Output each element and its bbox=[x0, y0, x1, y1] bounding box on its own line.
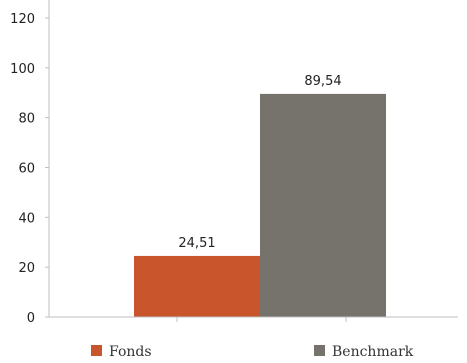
x-axis-ticks bbox=[176, 317, 347, 322]
data-label-fonds: 24,51 bbox=[178, 236, 215, 251]
legend-swatch-benchmark bbox=[314, 345, 325, 356]
bar-fonds bbox=[134, 255, 260, 317]
y-tick-label: 0 bbox=[27, 311, 35, 326]
y-tick-label: 80 bbox=[18, 112, 35, 127]
y-tick-label: 40 bbox=[18, 211, 35, 226]
y-axis-ticks: 0 20 40 60 80 100 120 bbox=[10, 12, 49, 326]
data-labels: 24,51 89,54 bbox=[178, 74, 341, 251]
bar-benchmark bbox=[260, 93, 386, 317]
legend: Fonds Benchmark bbox=[91, 344, 414, 360]
y-tick-label: 60 bbox=[18, 162, 35, 177]
y-tick-label: 20 bbox=[18, 261, 35, 276]
y-tick-label: 100 bbox=[10, 62, 35, 77]
legend-label-benchmark: Benchmark bbox=[332, 344, 414, 360]
bars bbox=[134, 93, 386, 317]
y-tick-label: 120 bbox=[10, 12, 35, 27]
legend-swatch-fonds bbox=[91, 345, 102, 356]
data-label-benchmark: 89,54 bbox=[304, 74, 341, 89]
legend-label-fonds: Fonds bbox=[109, 344, 152, 360]
